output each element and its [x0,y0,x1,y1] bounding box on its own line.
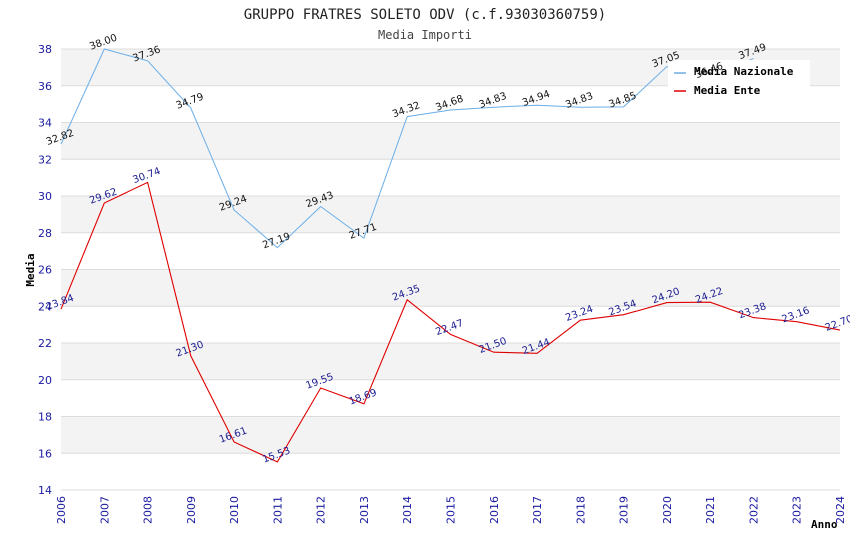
x-tick-label: 2009 [185,496,198,524]
x-tick-label: 2007 [98,496,111,524]
x-tick-label: 2024 [834,496,847,524]
chart-title: GRUPPO FRATRES SOLETO ODV (c.f.930303607… [244,7,606,23]
data-label: 34.32 [391,100,422,120]
y-tick-label: 26 [38,264,52,277]
data-label: 22.47 [434,318,465,338]
data-label: 34.83 [564,91,595,111]
x-tick-label: 2014 [401,496,414,524]
y-axis-ticks: 14 16 18 20 22 24 26 28 30 32 34 36 38 [38,43,52,497]
x-tick-label: 2008 [142,496,155,524]
x-tick-label: 2015 [445,496,458,524]
legend-label-ente: Media Ente [694,84,761,97]
data-label: 34.83 [478,91,509,111]
x-tick-label: 2018 [574,496,587,524]
grid-band [61,196,840,233]
x-tick-label: 2010 [228,496,241,524]
legend-label-nazionale: Media Nazionale [694,65,794,78]
data-label: 23.16 [781,305,812,325]
legend-box [668,60,810,102]
y-tick-label: 16 [38,447,52,460]
y-tick-label: 24 [38,300,52,313]
y-tick-label: 18 [38,411,52,424]
x-tick-label: 2012 [315,496,328,524]
y-axis-label: Media [24,253,37,286]
y-tick-label: 30 [38,190,52,203]
y-tick-label: 36 [38,80,52,93]
x-tick-label: 2022 [747,496,760,524]
data-label: 22.70 [824,314,850,334]
y-tick-label: 14 [38,484,52,497]
y-tick-label: 38 [38,43,52,56]
chart-subtitle: Media Importi [378,28,472,42]
x-tick-label: 2013 [358,496,371,524]
x-tick-label: 2011 [271,496,284,524]
y-tick-label: 22 [38,337,52,350]
x-tick-label: 2016 [488,496,501,524]
x-tick-label: 2020 [661,496,674,524]
x-tick-label: 2021 [704,496,717,524]
x-tick-label: 2017 [531,496,544,524]
legend: Media Nazionale Media Ente [668,60,810,102]
x-axis-label: Anno [811,518,838,531]
x-axis-ticks: 2006 2007 2008 2009 2010 2011 2012 2013 2014 2015… [55,496,847,524]
grid-band [61,343,840,380]
x-tick-label: 2023 [791,496,804,524]
grid-band [61,416,840,454]
y-tick-label: 20 [38,374,52,387]
data-label: 23.84 [45,293,76,313]
series-lines [60,48,841,463]
x-tick-label: 2006 [55,496,68,524]
grid-lines [61,48,840,491]
series-line-nazionale [60,48,754,249]
series-line-ente [60,181,841,463]
y-tick-label: 34 [38,117,52,130]
grid-band [61,269,840,307]
data-label: 18.69 [348,387,379,407]
y-tick-label: 32 [38,153,52,166]
x-tick-label: 2019 [618,496,631,524]
grid-band [61,122,840,160]
data-label: 34.85 [607,90,638,110]
data-label: 27.19 [261,231,292,251]
data-label: 34.68 [434,94,465,114]
y-tick-label: 28 [38,227,52,240]
